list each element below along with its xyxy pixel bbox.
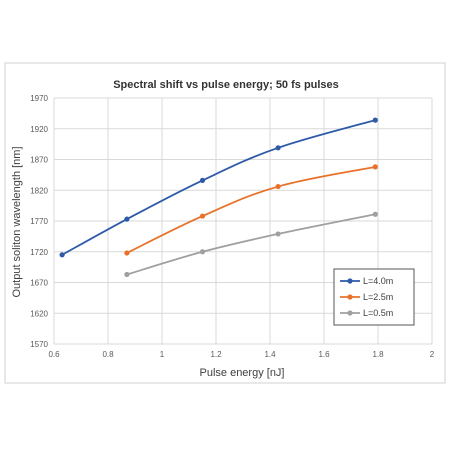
y-tick-label: 1720 — [30, 248, 48, 257]
y-tick-label: 1870 — [30, 156, 48, 165]
legend-label: L=0.5m — [363, 308, 393, 318]
legend-label: L=2.5m — [363, 292, 393, 302]
series-line — [126, 213, 376, 276]
legend: L=4.0m L=2.5m L=0.5m — [333, 268, 415, 326]
legend-swatch-marker — [347, 310, 353, 316]
data-point — [199, 177, 206, 184]
series-l-4-0m — [59, 117, 378, 258]
series-l-0-5m — [124, 211, 378, 278]
chart-border — [4, 62, 446, 384]
tick-labels: 1570 1620 1670 1720 1770 1820 1870 1920 1970 0.6 0… — [30, 94, 435, 359]
chart-title: Spectral shift vs pulse energy; 50 fs pu… — [113, 79, 339, 91]
x-tick-label: 1.2 — [210, 350, 222, 359]
data-point — [372, 164, 378, 170]
x-tick-label: 1.8 — [372, 350, 384, 359]
legend-swatch-marker — [347, 294, 353, 300]
data-point — [124, 271, 130, 278]
y-tick-label: 1620 — [30, 309, 48, 318]
legend-swatch-marker — [347, 278, 353, 284]
data-point — [275, 145, 281, 151]
x-tick-label: 2 — [430, 350, 435, 359]
x-tick-label: 1 — [160, 350, 165, 359]
y-tick-label: 1820 — [30, 186, 48, 195]
x-axis-title: Pulse energy [nJ] — [200, 367, 285, 379]
legend-label: L=4.0m — [363, 276, 393, 286]
data-point — [199, 249, 206, 255]
x-tick-label: 1.4 — [264, 350, 276, 359]
y-tick-label: 1920 — [30, 125, 48, 134]
series-layer — [59, 117, 378, 278]
data-point — [275, 183, 281, 190]
y-tick-label: 1970 — [30, 94, 48, 103]
data-point — [124, 250, 130, 256]
data-point — [372, 211, 378, 217]
data-point — [199, 213, 206, 219]
y-tick-label: 1670 — [30, 279, 48, 288]
data-point — [124, 216, 130, 222]
data-point — [372, 117, 378, 123]
series-l-2-5m — [124, 164, 378, 256]
x-tick-label: 1.6 — [318, 350, 330, 359]
series-line — [126, 165, 376, 254]
grid-lines — [53, 97, 433, 345]
y-tick-label: 1770 — [30, 217, 48, 226]
y-tick-label: 1570 — [30, 340, 48, 349]
data-point — [275, 231, 281, 237]
y-axis-title: Output soliton wavelength [nm] — [11, 146, 23, 297]
x-tick-label: 0.6 — [48, 350, 60, 359]
x-tick-label: 0.8 — [102, 350, 114, 359]
data-point — [59, 252, 65, 258]
